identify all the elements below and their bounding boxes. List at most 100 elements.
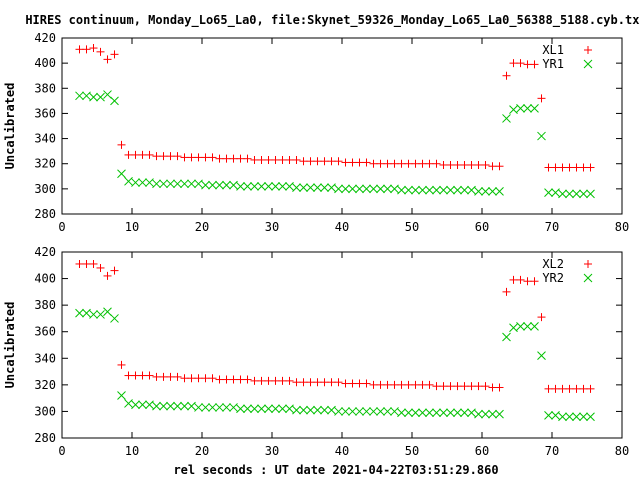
data-point	[586, 189, 595, 199]
data-point	[96, 263, 105, 272]
marker-stroke	[313, 405, 322, 415]
data-point	[509, 323, 518, 333]
marker-stroke	[551, 188, 560, 197]
data-point	[467, 408, 476, 418]
data-point	[516, 275, 525, 284]
data-point	[103, 271, 112, 280]
marker-stroke	[495, 187, 504, 196]
data-point	[187, 179, 196, 189]
marker-stroke	[327, 183, 336, 192]
marker-stroke	[285, 404, 294, 414]
data-point	[523, 322, 532, 331]
marker-stroke	[341, 407, 350, 416]
y-axis-label: Uncalibrated	[3, 302, 17, 389]
data-point	[390, 184, 399, 194]
y-tick-label: 380	[34, 298, 56, 312]
marker-stroke	[362, 184, 371, 194]
marker-stroke	[229, 180, 238, 190]
marker-stroke	[124, 399, 133, 408]
marker-stroke	[432, 185, 441, 195]
x-tick-label: 30	[265, 220, 279, 234]
data-point	[180, 179, 189, 189]
data-point	[166, 401, 175, 411]
data-point	[173, 152, 182, 161]
marker-stroke	[572, 412, 581, 422]
y-tick-label: 300	[34, 404, 56, 418]
marker-stroke	[96, 310, 105, 319]
data-point	[341, 184, 350, 194]
marker-stroke	[145, 178, 154, 187]
marker-stroke	[439, 408, 448, 418]
data-point	[313, 157, 322, 166]
marker-stroke	[565, 412, 574, 422]
marker-stroke	[138, 178, 147, 187]
data-point	[173, 372, 182, 381]
data-point	[439, 160, 448, 169]
data-point	[208, 180, 217, 190]
data-point	[320, 157, 329, 166]
data-point	[495, 162, 504, 171]
data-point	[460, 408, 469, 418]
data-point	[418, 380, 427, 389]
data-point	[362, 407, 371, 416]
legend-label: XL2	[542, 257, 564, 271]
marker-stroke	[460, 185, 469, 195]
data-point	[474, 409, 483, 419]
data-point	[194, 403, 203, 412]
data-point	[411, 185, 420, 195]
marker-stroke	[278, 181, 287, 191]
marker-stroke	[110, 314, 119, 323]
marker-stroke	[264, 404, 273, 414]
data-point	[572, 384, 581, 393]
data-point	[355, 407, 364, 416]
data-point	[418, 185, 427, 195]
x-tick-label: 10	[125, 220, 139, 234]
legend-label: YR2	[542, 271, 564, 285]
x-tick-label: 60	[475, 444, 489, 458]
data-point	[243, 375, 252, 384]
data-point	[124, 399, 133, 408]
data-point	[341, 158, 350, 167]
data-point	[278, 376, 287, 385]
data-point	[474, 382, 483, 391]
marker-stroke	[222, 180, 231, 190]
marker-stroke	[166, 179, 175, 189]
data-point	[516, 59, 525, 68]
data-point	[544, 163, 553, 172]
data-point	[103, 90, 112, 99]
data-point	[369, 407, 378, 416]
marker-stroke	[474, 409, 483, 419]
data-point	[334, 184, 343, 194]
marker-stroke	[544, 411, 553, 420]
data-point	[439, 408, 448, 418]
data-point	[201, 153, 210, 162]
data-point	[376, 380, 385, 389]
data-point	[299, 405, 308, 415]
data-point	[558, 163, 567, 172]
data-point	[530, 60, 539, 69]
data-point	[215, 154, 224, 163]
data-point	[474, 160, 483, 169]
data-point	[418, 159, 427, 168]
data-point	[285, 181, 294, 191]
data-point	[285, 376, 294, 385]
data-point	[117, 169, 126, 179]
data-point	[530, 322, 539, 331]
data-point	[516, 104, 525, 113]
data-point	[467, 382, 476, 391]
data-point	[208, 374, 217, 383]
marker-stroke	[481, 409, 490, 419]
marker-stroke	[411, 408, 420, 418]
data-point	[509, 275, 518, 284]
data-point	[243, 181, 252, 191]
data-point	[572, 412, 581, 422]
data-point	[488, 409, 497, 419]
data-point	[572, 189, 581, 199]
marker-stroke	[558, 412, 567, 422]
marker-stroke	[425, 185, 434, 195]
data-point	[145, 400, 154, 410]
data-point	[257, 404, 266, 414]
marker-stroke	[271, 404, 280, 414]
data-point	[236, 154, 245, 163]
data-point	[292, 155, 301, 164]
